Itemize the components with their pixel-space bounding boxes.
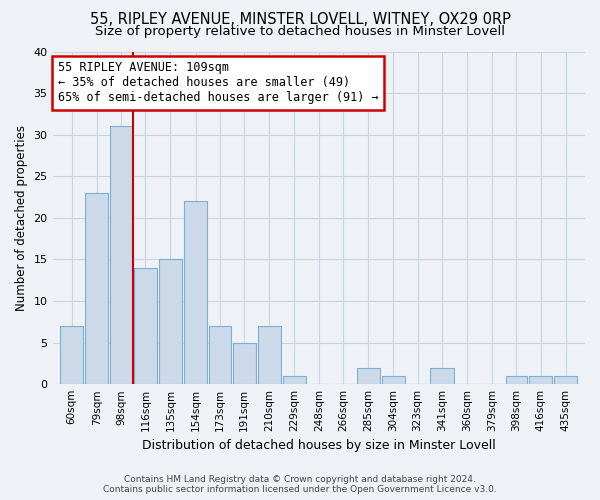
Bar: [60, 326, 83, 384]
Bar: [506, 376, 527, 384]
Bar: [258, 326, 281, 384]
Text: 55 RIPLEY AVENUE: 109sqm
← 35% of detached houses are smaller (49)
65% of semi-d: 55 RIPLEY AVENUE: 109sqm ← 35% of detach…: [58, 62, 379, 104]
Bar: [529, 376, 553, 384]
Bar: [283, 376, 306, 384]
Bar: [159, 260, 182, 384]
Bar: [430, 368, 454, 384]
Bar: [85, 193, 108, 384]
Bar: [382, 376, 405, 384]
Bar: [134, 268, 157, 384]
Text: Size of property relative to detached houses in Minster Lovell: Size of property relative to detached ho…: [95, 25, 505, 38]
Bar: [233, 342, 256, 384]
Bar: [184, 201, 207, 384]
Text: 55, RIPLEY AVENUE, MINSTER LOVELL, WITNEY, OX29 0RP: 55, RIPLEY AVENUE, MINSTER LOVELL, WITNE…: [89, 12, 511, 28]
Bar: [110, 126, 132, 384]
Bar: [554, 376, 577, 384]
Text: Contains HM Land Registry data © Crown copyright and database right 2024.
Contai: Contains HM Land Registry data © Crown c…: [103, 474, 497, 494]
Y-axis label: Number of detached properties: Number of detached properties: [15, 125, 28, 311]
X-axis label: Distribution of detached houses by size in Minster Lovell: Distribution of detached houses by size …: [142, 440, 496, 452]
Bar: [209, 326, 231, 384]
Bar: [356, 368, 380, 384]
